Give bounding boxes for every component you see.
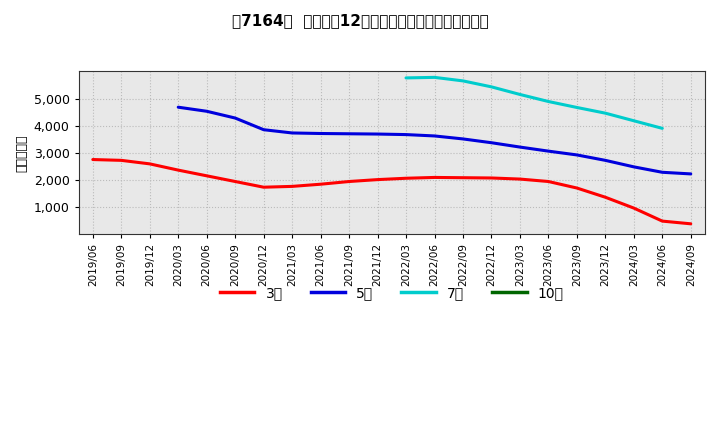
Y-axis label: （百万円）: （百万円） (15, 134, 28, 172)
Legend: 3年, 5年, 7年, 10年: 3年, 5年, 7年, 10年 (215, 280, 570, 305)
Text: ［7164］  経常利益12か月移動合計の標準偏差の推移: ［7164］ 経常利益12か月移動合計の標準偏差の推移 (232, 13, 488, 28)
